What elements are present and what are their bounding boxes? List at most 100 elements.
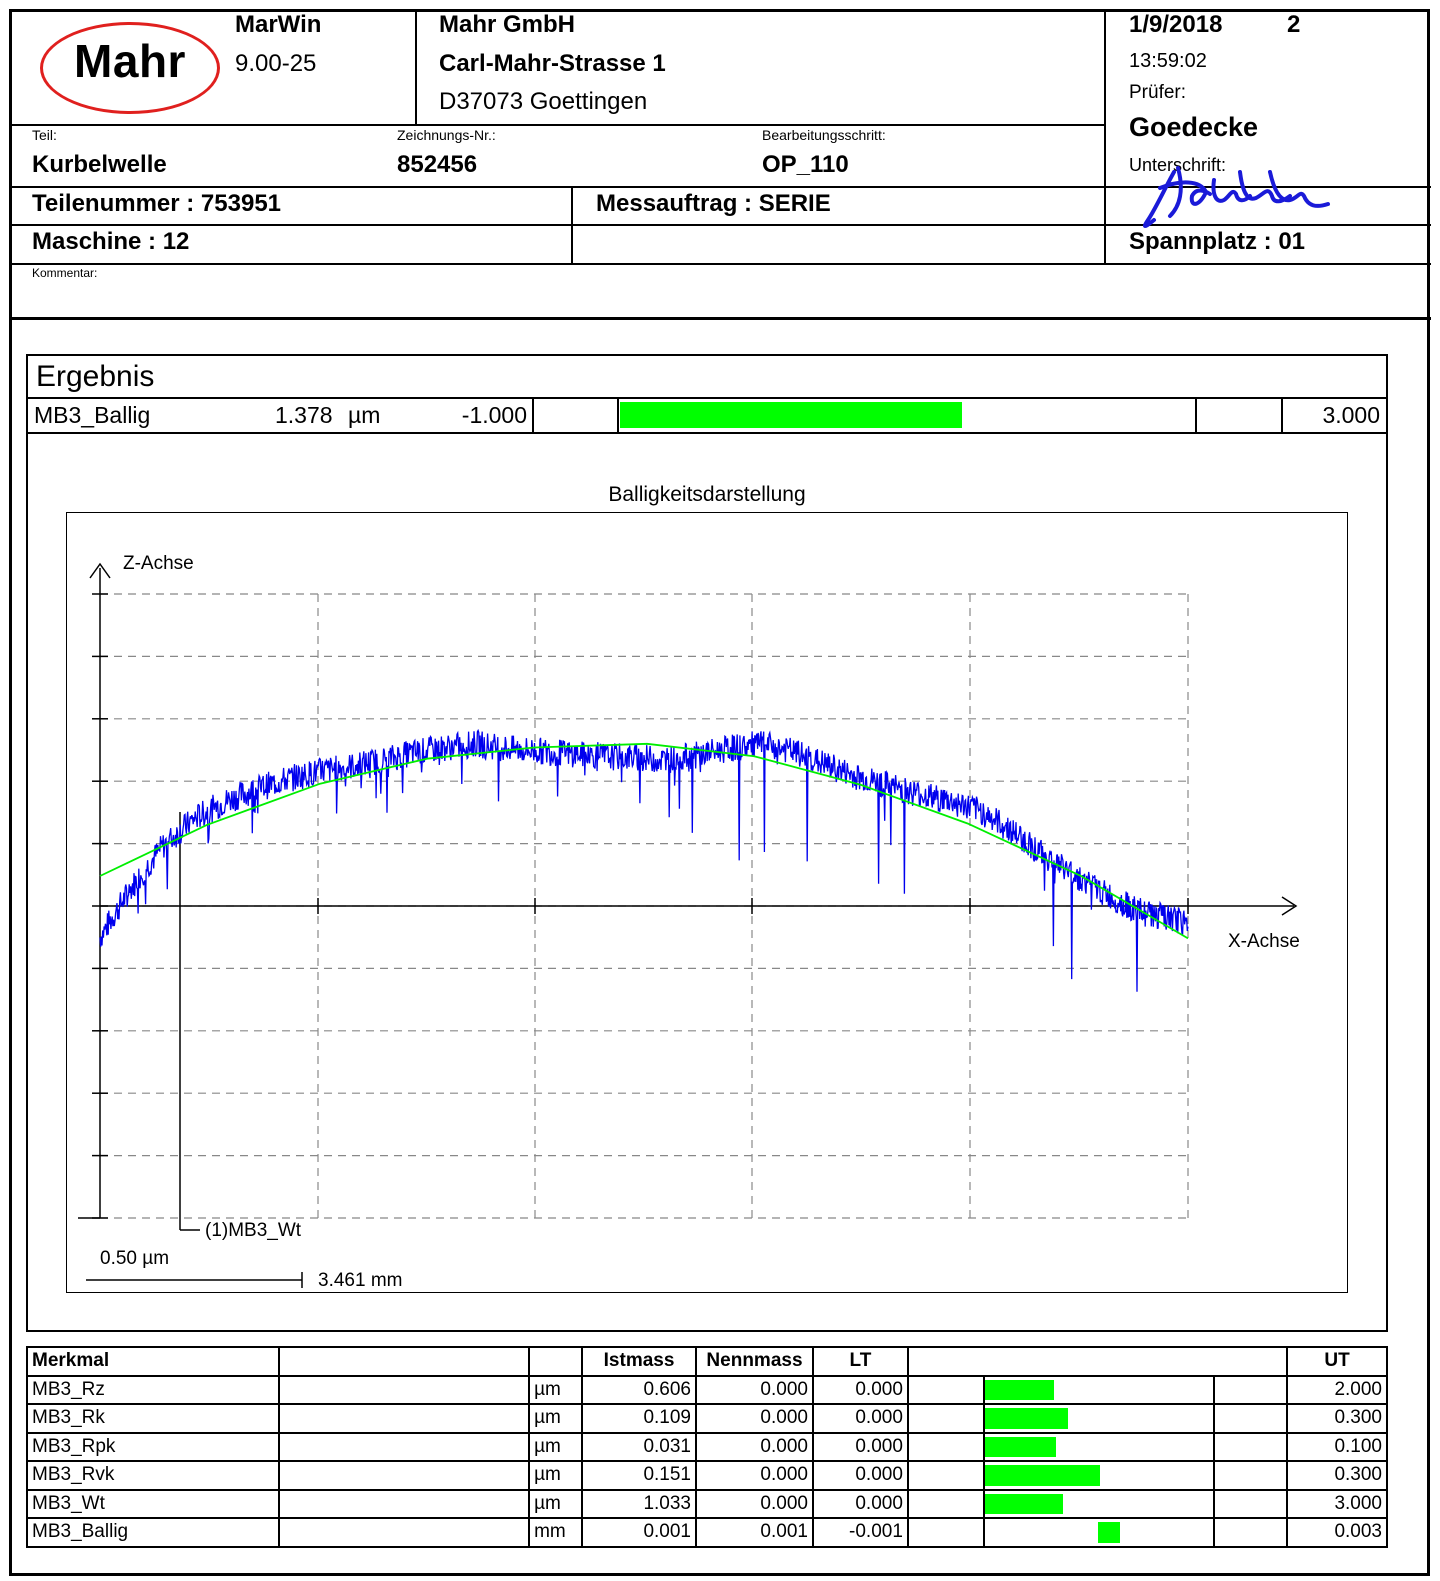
header-merkmal: Merkmal: [26, 1346, 280, 1377]
tolerance-bar-cell: [982, 1403, 1289, 1434]
divider: [26, 397, 1388, 399]
drawing-value: 852456: [397, 151, 478, 178]
divider: [26, 432, 1388, 434]
actual-value: 0.001: [581, 1517, 697, 1548]
divider: [1281, 397, 1283, 433]
feature-name: MB3_Rpk: [26, 1431, 280, 1462]
actual-value: 0.031: [581, 1431, 697, 1462]
blank-cell: [277, 1517, 531, 1548]
lower-tolerance: 0.000: [811, 1488, 909, 1519]
bar-divider: [1212, 1433, 1215, 1460]
tolerance-bar: [984, 1408, 1068, 1429]
nominal-value: 0.000: [695, 1460, 814, 1491]
chart-title: Balligkeitsdarstellung: [608, 483, 806, 506]
feature-name: MB3_Wt: [26, 1488, 280, 1519]
result-panel: [26, 354, 1388, 1332]
part-number: Teilenummer : 753951: [32, 190, 282, 217]
table-row: MB3_Rk µm 0.109 0.000 0.000 0.300: [26, 1403, 1388, 1434]
divider: [9, 263, 1431, 265]
company-name: Mahr GmbH: [439, 11, 576, 38]
tolerance-bar-cell: [982, 1431, 1289, 1462]
divider: [1104, 9, 1106, 265]
upper-tolerance: 0.003: [1286, 1517, 1388, 1548]
bar-divider: [1212, 1405, 1215, 1432]
nominal-value: 0.001: [695, 1517, 814, 1548]
header-nennmass: Nennmass: [695, 1346, 814, 1377]
unit: mm: [528, 1517, 584, 1548]
upper-tolerance: 0.300: [1286, 1460, 1388, 1491]
divider: [1195, 397, 1197, 433]
drawing-label: Zeichnungs-Nr.:: [397, 127, 496, 143]
fitted-curve-line: [99, 742, 1189, 940]
bar-divider: [1212, 1490, 1215, 1517]
report-sheet: [9, 9, 1430, 1576]
actual-value: 0.606: [581, 1374, 697, 1405]
tolerance-bar-cell: [982, 1460, 1289, 1491]
result-title: Ergebnis: [36, 360, 155, 393]
tolerance-bar: [984, 1379, 1054, 1400]
inspector-name: Goedecke: [1129, 112, 1259, 142]
result-name: MB3_Ballig: [34, 402, 151, 428]
divider: [617, 397, 619, 433]
clamp-position: Spannplatz : 01: [1129, 228, 1306, 255]
blank-cell: [277, 1374, 531, 1405]
tolerance-bar-cell: [982, 1488, 1289, 1519]
chart-axes: [78, 562, 1298, 1288]
unit: µm: [528, 1460, 584, 1491]
table-header-row: Merkmal Istmass Nennmass LT UT: [26, 1346, 1388, 1377]
tolerance-bar-cell: [982, 1517, 1289, 1548]
inspector-label: Prüfer:: [1129, 82, 1187, 103]
feature-name: MB3_Rvk: [26, 1460, 280, 1491]
part-label: Teil:: [32, 127, 57, 143]
actual-value: 0.109: [581, 1403, 697, 1434]
y-axis-label: Z-Achse: [123, 553, 194, 574]
tolerance-bar: [984, 1493, 1063, 1514]
blank-cell: [906, 1374, 985, 1405]
upper-tolerance: 3.000: [1286, 1488, 1388, 1519]
result-upper-limit: 3.000: [1322, 402, 1380, 428]
measured-profile-line: [99, 728, 1189, 992]
result-bar: [620, 402, 962, 428]
lower-tolerance: 0.000: [811, 1431, 909, 1462]
nominal-value: 0.000: [695, 1431, 814, 1462]
tolerance-bar-cell: [982, 1374, 1289, 1405]
header-ut: UT: [1286, 1346, 1388, 1377]
bar-divider: [1212, 1519, 1215, 1546]
tolerance-bar: [984, 1436, 1056, 1457]
header-blank: [277, 1346, 531, 1377]
blank-cell: [277, 1403, 531, 1434]
report-date: 1/9/2018: [1129, 11, 1223, 38]
bar-divider: [1212, 1462, 1215, 1489]
bar-divider: [1212, 1376, 1215, 1403]
actual-value: 1.033: [581, 1488, 697, 1519]
blank-cell: [906, 1431, 985, 1462]
blank-cell: [906, 1517, 985, 1548]
tolerance-bar: [984, 1465, 1100, 1486]
upper-tolerance: 0.300: [1286, 1403, 1388, 1434]
header-blank: [906, 1346, 1289, 1377]
mahr-logo: [40, 22, 220, 114]
x-axis-label: X-Achse: [1228, 931, 1300, 952]
blank-cell: [906, 1488, 985, 1519]
chart-frame: [66, 512, 1348, 1293]
unit: µm: [528, 1374, 584, 1405]
divider: [9, 317, 1431, 320]
results-table: Merkmal Istmass Nennmass LT UT MB3_Rz µm 0…: [26, 1346, 1388, 1548]
upper-tolerance: 2.000: [1286, 1374, 1388, 1405]
chart-series: [99, 728, 1189, 992]
lower-tolerance: 0.000: [811, 1374, 909, 1405]
company-city: D37073 Goettingen: [439, 88, 648, 115]
signature: [1142, 166, 1330, 228]
result-value: 1.378: [275, 402, 333, 428]
mahr-logo-text: Mahr: [74, 35, 186, 87]
signature-label: Unterschrift:: [1129, 155, 1227, 175]
table-row: MB3_Wt µm 1.033 0.000 0.000 3.000: [26, 1488, 1388, 1519]
marker-label: (1)MB3_Wt: [205, 1220, 302, 1241]
divider: [571, 186, 573, 264]
unit: µm: [528, 1488, 584, 1519]
result-lower-limit: -1.000: [461, 402, 527, 428]
lower-tolerance: -0.001: [811, 1517, 909, 1548]
blank-cell: [906, 1460, 985, 1491]
axis-arrows: [89, 562, 1298, 916]
measurement-order: Messauftrag : SERIE: [596, 190, 831, 217]
